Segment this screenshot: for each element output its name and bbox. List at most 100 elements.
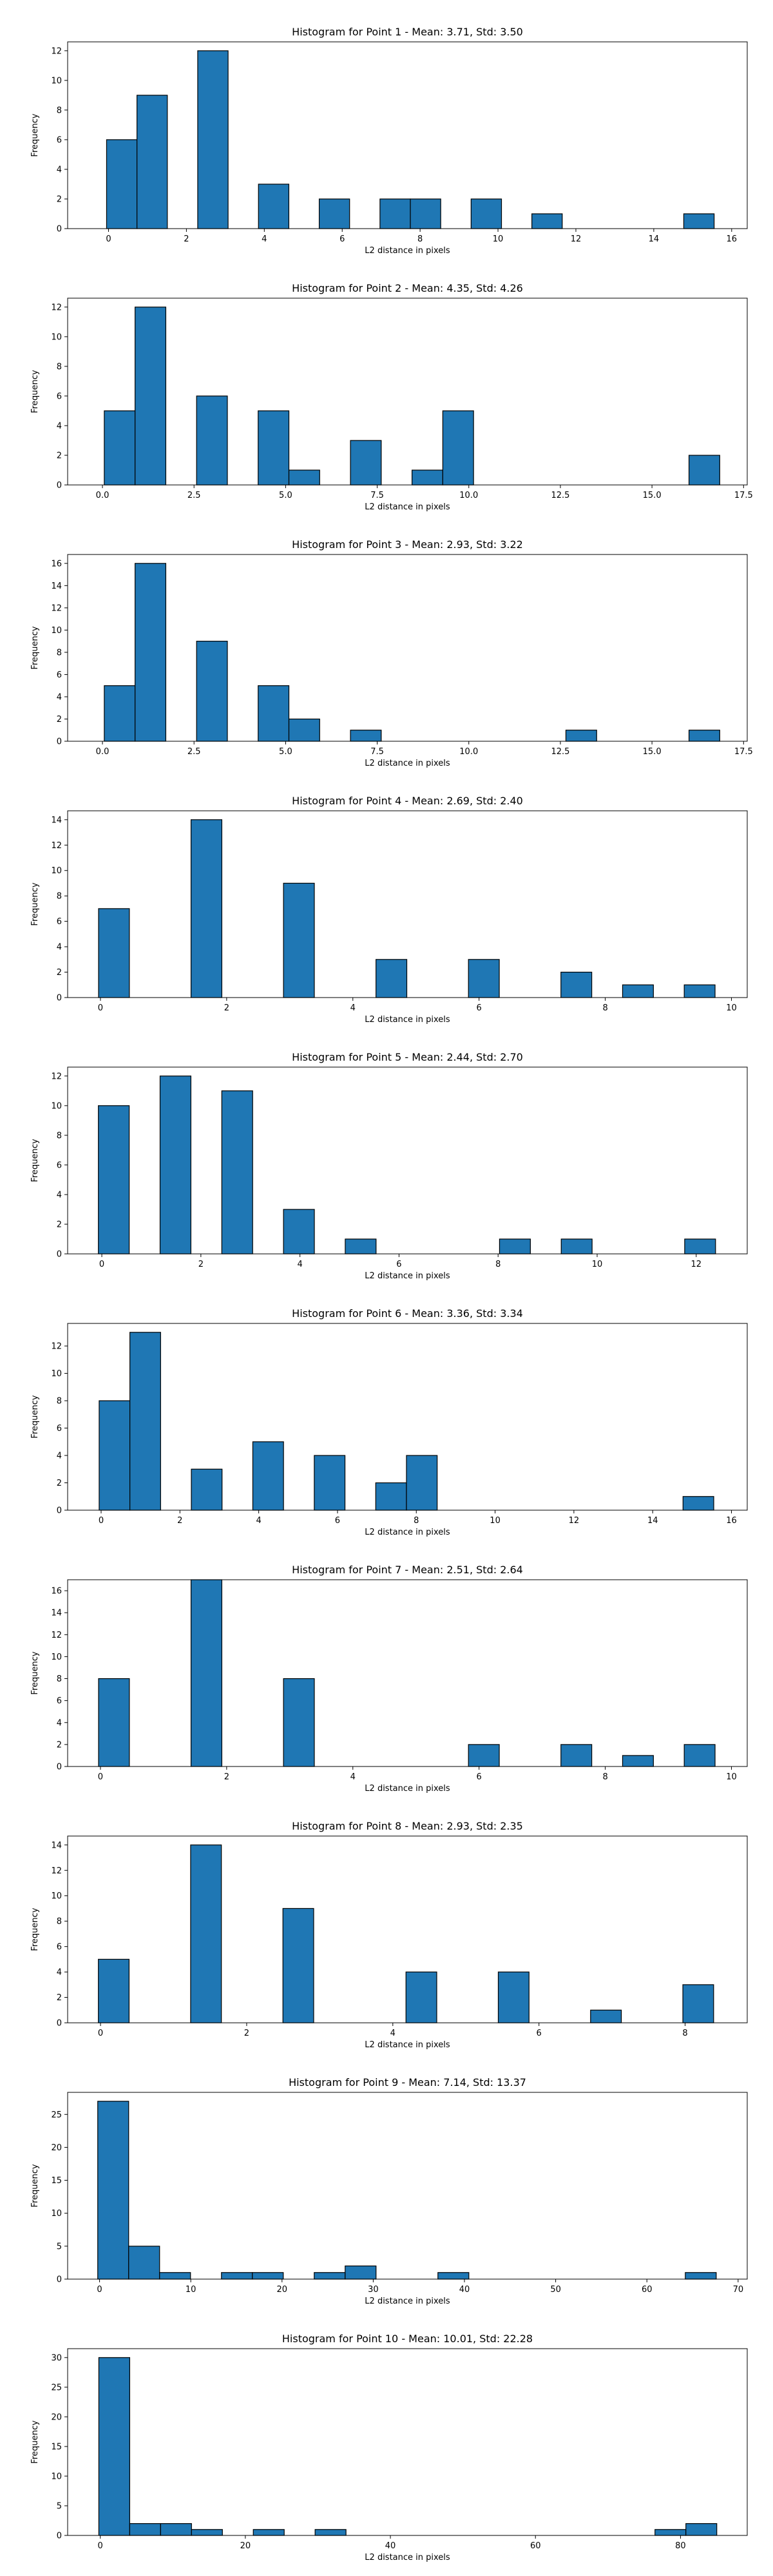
histogram-bar [98,1105,130,1255]
y-tick-label: 15 [51,2176,62,2186]
y-tick-label: 8 [57,106,62,115]
x-axis-label: L2 distance in pixels [365,246,450,256]
y-axis-label: Frequency [30,1651,40,1694]
x-tick-label: 0 [106,234,111,244]
chart-title: Histogram for Point 8 - Mean: 2.93, Std:… [292,1820,523,1832]
y-tick-label: 14 [51,1609,62,1618]
x-tick-label: 0 [98,1003,103,1013]
histogram-bar [160,2523,192,2536]
x-axis-label: L2 distance in pixels [365,1528,450,1537]
y-tick-label: 4 [57,1190,62,1200]
chart-title: Histogram for Point 9 - Mean: 7.14, Std:… [289,2076,526,2088]
x-tick-label: 17.5 [734,491,753,500]
y-axis-label: Frequency [30,370,40,413]
x-tick-label: 4 [297,1260,302,1269]
y-tick-label: 0 [57,2275,62,2285]
y-axis-label: Frequency [30,1139,40,1182]
y-tick-label: 10 [51,1101,62,1111]
y-tick-label: 4 [57,1968,62,1978]
y-tick-label: 0 [57,737,62,747]
histogram-bar [288,718,320,742]
histogram-bar [129,2523,161,2536]
y-tick-label: 6 [57,917,62,927]
y-axis-label: Frequency [30,626,40,669]
histogram-bar [106,139,138,229]
y-tick-label: 12 [51,1866,62,1876]
y-axis-label: Frequency [30,2420,40,2463]
y-tick-label: 16 [51,1587,62,1596]
histogram-bar [128,2246,160,2280]
chart-title: Histogram for Point 1 - Mean: 3.71, Std:… [292,26,523,38]
histogram-bar [685,2523,718,2536]
histogram-bar [345,2265,377,2280]
histogram-bar [283,1209,315,1255]
histogram-bar [405,1971,437,2023]
x-axis-label: L2 distance in pixels [365,1271,450,1281]
y-tick-label: 12 [51,603,62,613]
y-tick-label: 10 [51,866,62,876]
x-tick-label: 2.5 [187,491,201,500]
histogram-panel-3: Histogram for Point 3 - Mean: 2.93, Std:… [30,538,753,768]
x-tick-label: 0.0 [96,747,110,757]
y-tick-label: 0 [57,225,62,234]
histogram-bar [282,1908,314,2023]
chart-title: Histogram for Point 5 - Mean: 2.44, Std:… [292,1051,523,1063]
y-tick-label: 10 [51,2209,62,2219]
x-tick-label: 80 [675,2541,686,2551]
y-tick-label: 0 [57,994,62,1003]
y-axis-label: Frequency [30,113,40,156]
x-tick-label: 2 [198,1260,204,1269]
histogram-bar [253,2529,285,2536]
y-tick-label: 6 [57,1942,62,1952]
histogram-panel-8: Histogram for Point 8 - Mean: 2.93, Std:… [30,1820,748,2050]
plot-frame [67,2348,748,2536]
x-tick-label: 10 [592,1260,603,1269]
x-tick-label: 8 [602,1772,607,1782]
y-tick-label: 0 [57,481,62,491]
histogram-panel-4: Histogram for Point 4 - Mean: 2.69, Std:… [30,795,748,1025]
y-tick-label: 30 [51,2353,62,2363]
y-tick-label: 4 [57,1718,62,1728]
y-tick-label: 0 [57,2532,62,2541]
histogram-bar [379,198,411,229]
histogram-bar [97,2101,129,2280]
histogram-bar [654,2529,687,2536]
x-tick-label: 15.0 [643,491,662,500]
histogram-bar [350,440,382,486]
x-tick-label: 16 [726,1516,737,1526]
histogram-bar [135,563,167,742]
x-tick-label: 60 [642,2285,653,2295]
y-tick-label: 2 [57,715,62,724]
x-tick-label: 20 [240,2541,251,2551]
histogram-bar [191,1468,223,1511]
histogram-bar [682,1496,714,1511]
y-tick-label: 4 [57,943,62,952]
histogram-bar [350,730,382,742]
histogram-bar [283,882,315,998]
chart-title: Histogram for Point 10 - Mean: 10.01, St… [282,2333,533,2345]
x-axis-label: L2 distance in pixels [365,759,450,768]
y-tick-label: 2 [57,194,62,204]
y-tick-label: 8 [57,1674,62,1684]
histogram-panel-9: Histogram for Point 9 - Mean: 7.14, Std:… [30,2076,748,2306]
chart-title: Histogram for Point 4 - Mean: 2.69, Std:… [292,795,523,807]
histogram-bar [221,2272,253,2280]
y-tick-label: 10 [51,626,62,636]
histogram-bar [159,1075,192,1255]
plot-frame [67,554,748,742]
y-axis-label: Frequency [30,882,40,925]
histogram-bar [560,1744,593,1767]
y-tick-label: 6 [57,1424,62,1434]
x-tick-label: 12 [569,1516,580,1526]
y-tick-label: 14 [51,815,62,825]
x-tick-label: 16 [727,234,738,244]
y-tick-label: 0 [57,1250,62,1260]
plot-frame [67,810,748,998]
y-tick-label: 8 [57,892,62,902]
y-tick-label: 2 [57,1740,62,1750]
histogram-bar [221,1090,253,1255]
x-tick-label: 10 [726,1772,737,1782]
y-tick-label: 4 [57,165,62,175]
x-tick-label: 6 [537,2029,542,2038]
x-tick-label: 6 [339,234,345,244]
